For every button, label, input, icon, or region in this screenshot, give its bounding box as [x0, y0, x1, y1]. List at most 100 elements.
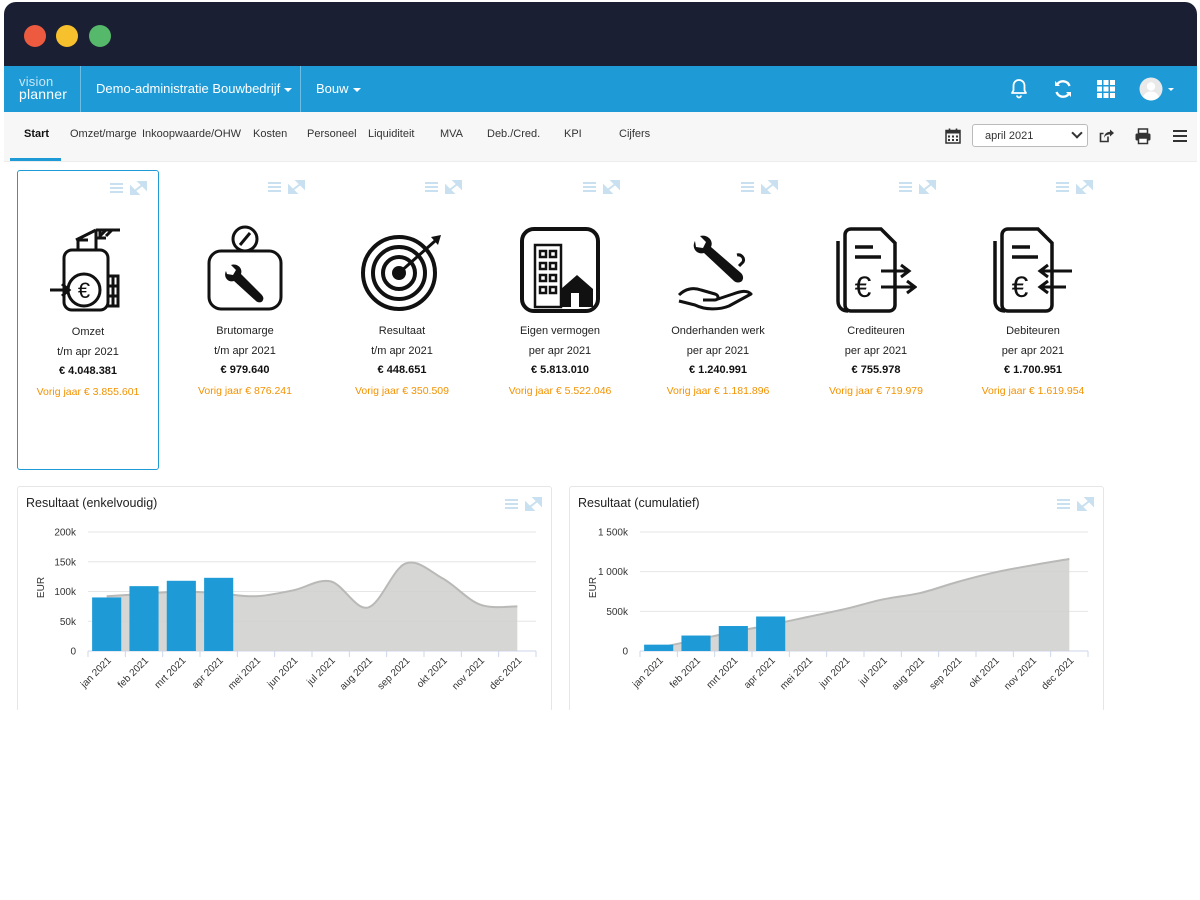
x-tick-label: feb 2021	[116, 655, 152, 691]
tile-previous-year: Vorig jaar € 876.241	[198, 385, 292, 397]
x-tick-label: mrt 2021	[705, 655, 741, 691]
y-tick-label: 100k	[54, 587, 77, 598]
svg-text:€: €	[855, 271, 872, 304]
y-tick-label: 1 500k	[598, 528, 629, 539]
kpi-tile-crediteuren[interactable]: € Crediteuren per apr 2021 € 755.978 Vor…	[805, 170, 947, 470]
tile-title: Brutomarge	[216, 325, 274, 337]
buildings-icon	[520, 227, 600, 313]
tile-previous-year: Vorig jaar € 3.855.601	[36, 386, 140, 398]
bar-jan-2021	[92, 597, 122, 651]
bell-icon[interactable]	[1007, 77, 1031, 101]
sector-dropdown[interactable]: Bouw	[316, 81, 361, 96]
bar-jan-2021	[644, 644, 674, 651]
administration-dropdown[interactable]: Demo-administratie Bouwbedrijf	[96, 81, 293, 96]
tile-value: € 755.978	[851, 364, 901, 376]
tile-period: per apr 2021	[844, 345, 908, 357]
kpi-tile-debiteuren[interactable]: € Debiteuren per apr 2021 € 1.700.951 Vo…	[962, 170, 1104, 470]
bar-feb-2021	[681, 635, 711, 651]
tab-omzet-marge[interactable]: Omzet/marge	[70, 128, 137, 140]
x-tick-label: jul 2021	[305, 655, 339, 689]
tab-kosten[interactable]: Kosten	[253, 128, 288, 140]
y-tick-label: 0	[622, 647, 628, 658]
tile-previous-year: Vorig jaar € 1.181.896	[666, 385, 770, 397]
x-tick-label: okt 2021	[415, 655, 450, 690]
close-window-button[interactable]	[24, 25, 46, 47]
x-tick-label: dec 2021	[488, 655, 525, 692]
wrench-scale-icon	[207, 225, 283, 311]
bar-apr-2021	[756, 616, 786, 651]
tab-personeel[interactable]: Personeel	[307, 128, 357, 140]
tile-title: Resultaat	[378, 325, 426, 337]
tile-title: Omzet	[71, 326, 105, 338]
x-tick-label: jan 2021	[78, 655, 114, 691]
x-tick-label: sep 2021	[376, 655, 413, 692]
print-icon[interactable]	[1134, 127, 1152, 145]
tab-kpi[interactable]: KPI	[564, 128, 582, 140]
tile-previous-year: Vorig jaar € 5.522.046	[508, 385, 612, 397]
tile-previous-year: Vorig jaar € 350.509	[355, 385, 449, 397]
svg-text:€: €	[1012, 271, 1029, 304]
x-tick-label: apr 2021	[190, 655, 226, 691]
tab-cijfers[interactable]: Cijfers	[619, 128, 651, 140]
sync-icon[interactable]	[1051, 77, 1075, 101]
tile-tools	[1056, 180, 1094, 194]
chart-panel-resultaat-cumulatief: Resultaat (cumulatief) 0 500k 1 000k 1 500k…	[569, 486, 1104, 710]
tile-period: per apr 2021	[686, 345, 750, 357]
tab-deb-cred[interactable]: Deb./Cred.	[487, 128, 541, 140]
kpi-tile-onderhanden-werk[interactable]: Onderhanden werk per apr 2021 € 1.240.99…	[647, 170, 789, 470]
x-tick-label: apr 2021	[742, 655, 778, 691]
export-icon[interactable]	[1098, 127, 1116, 145]
bar-feb-2021	[129, 586, 159, 651]
tile-title: Crediteuren	[847, 325, 905, 337]
chart-tools	[1057, 497, 1095, 511]
x-tick-label: mei 2021	[778, 655, 815, 692]
period-select[interactable]: april 2021	[972, 124, 1088, 147]
x-tick-label: dec 2021	[1040, 655, 1077, 692]
bar-mrt-2021	[718, 626, 748, 651]
module-nav: Start Omzet/marge Inkoopwaarde/OHW Koste…	[4, 112, 1197, 162]
kpi-tile-resultaat[interactable]: Resultaat t/m apr 2021 € 448.651 Vorig j…	[331, 170, 473, 470]
window-titlebar	[4, 2, 1197, 66]
chart-tools	[505, 497, 543, 511]
y-tick-label: 200k	[54, 528, 77, 539]
tile-period: t/m apr 2021	[371, 345, 433, 357]
y-tick-label: 150k	[54, 557, 77, 568]
x-tick-label: jun 2021	[817, 655, 853, 691]
calendar-icon[interactable]	[944, 127, 962, 145]
apps-grid-icon[interactable]	[1094, 77, 1118, 101]
minimize-window-button[interactable]	[56, 25, 78, 47]
y-tick-label: 500k	[606, 607, 629, 618]
maximize-window-button[interactable]	[89, 25, 111, 47]
app-header: vision planner Demo-administratie Bouwbe…	[4, 66, 1197, 112]
active-tab-indicator	[10, 158, 61, 161]
tile-tools	[425, 180, 463, 194]
kpi-tile-eigen-vermogen[interactable]: Eigen vermogen per apr 2021 € 5.813.010 …	[489, 170, 631, 470]
chevron-down-icon	[1071, 127, 1083, 139]
x-tick-label: mei 2021	[226, 655, 263, 692]
tile-period: t/m apr 2021	[214, 345, 276, 357]
x-tick-label: jul 2021	[857, 655, 891, 689]
kpi-tile-brutomarge[interactable]: Brutomarge t/m apr 2021 € 979.640 Vorig …	[174, 170, 316, 470]
tab-inkoopwaarde-ohw[interactable]: Inkoopwaarde/OHW	[142, 128, 242, 140]
tile-tools	[899, 180, 937, 194]
tile-previous-year: Vorig jaar € 719.979	[829, 385, 923, 397]
tile-value: € 979.640	[220, 364, 270, 376]
tab-liquiditeit[interactable]: Liquiditeit	[368, 128, 415, 140]
user-avatar-icon[interactable]	[1139, 77, 1177, 101]
tab-start[interactable]: Start	[24, 128, 50, 140]
chart-title: Resultaat (cumulatief)	[578, 496, 700, 510]
tile-tools	[741, 180, 779, 194]
tile-previous-year: Vorig jaar € 1.619.954	[981, 385, 1085, 397]
tab-mva[interactable]: MVA	[440, 128, 464, 140]
menu-icon[interactable]	[1171, 127, 1189, 145]
tile-tools	[583, 180, 621, 194]
x-tick-label: jun 2021	[265, 655, 301, 691]
x-tick-label: jan 2021	[630, 655, 666, 691]
kpi-tile-omzet[interactable]: € Omzet t/m apr 2021 € 4.048.381 Vorig j…	[17, 170, 159, 470]
x-tick-label: nov 2021	[1002, 655, 1039, 692]
target-icon	[361, 235, 441, 311]
invoice-in-icon: €	[993, 227, 1072, 313]
chart-panel-resultaat-enkelvoudig: Resultaat (enkelvoudig) 0 50k 100k 150k 200k…	[17, 486, 552, 710]
y-axis-label: EUR	[588, 577, 599, 598]
visionplanner-logo[interactable]: vision planner	[19, 74, 68, 102]
